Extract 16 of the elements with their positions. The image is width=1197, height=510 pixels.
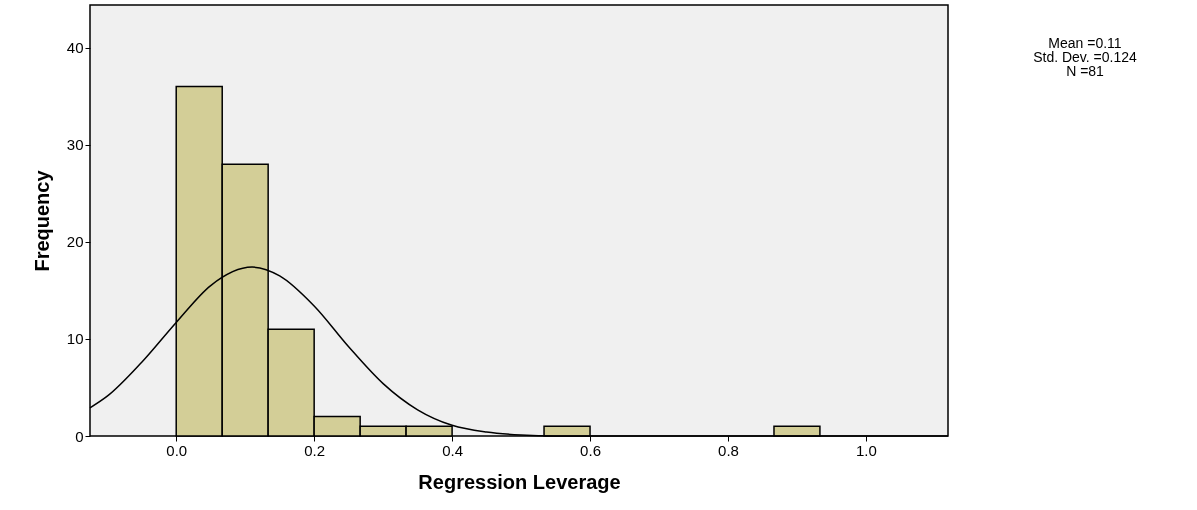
x-tick-label: 0.6: [580, 441, 601, 459]
x-tick-label: 0.4: [442, 441, 464, 459]
y-tick-label: 10: [66, 330, 84, 348]
y-axis-title: Frequency: [30, 169, 53, 272]
y-tick-label: 30: [66, 136, 84, 154]
text: Mean =0.11: [1047, 35, 1123, 51]
x-tick-label: 0.2: [304, 441, 326, 459]
x-axis-title: Regression Leverage: [418, 470, 621, 493]
text: N =81: [1065, 63, 1105, 79]
y-tick-label: 0: [75, 427, 84, 445]
y-tick-label: 40: [66, 39, 84, 57]
y-tick-label: 20: [66, 233, 84, 251]
x-tick-label: 0.0: [166, 441, 188, 459]
text: Std. Dev. =0.124: [1032, 49, 1138, 65]
x-tick-label: 0.8: [718, 441, 739, 459]
x-tick-label: 1.0: [855, 441, 877, 459]
